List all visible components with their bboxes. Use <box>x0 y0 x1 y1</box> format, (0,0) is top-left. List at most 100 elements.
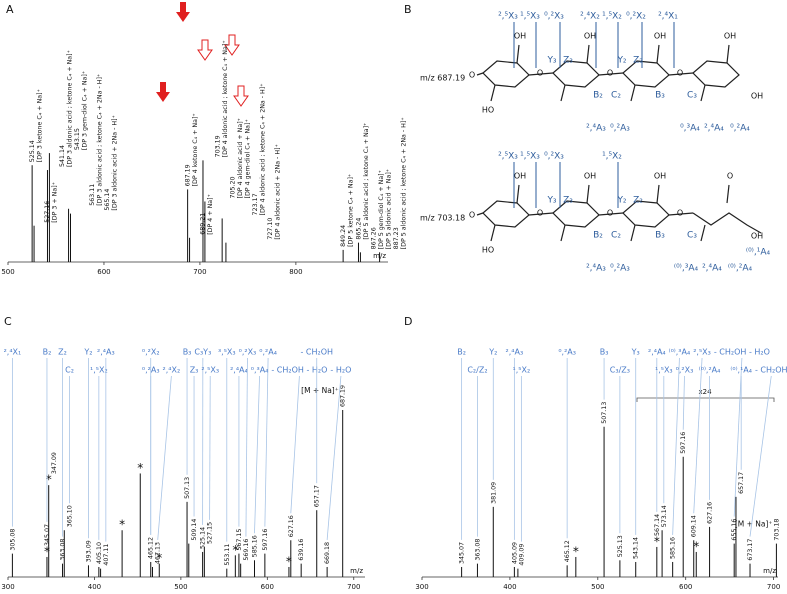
panel-label: B <box>404 3 412 16</box>
ion-label: [DP 4 aldonic acid + Na]⁺ <box>237 118 244 198</box>
fragment-label: Y₃ <box>546 196 556 206</box>
fragment-label: ⁰,³A₄ <box>680 124 700 134</box>
peak-label: 673.17 <box>747 539 754 561</box>
arrow-hollow <box>197 39 213 61</box>
x-tick-label: 300 <box>415 583 428 591</box>
bond <box>490 224 496 242</box>
ion-label: [DP 3 + Na]⁺ <box>52 182 59 223</box>
fragment-label: ²,⁴A₃ <box>586 264 606 274</box>
fragment-label: C₂ <box>65 366 74 375</box>
fragment-label: B₂ <box>43 348 52 357</box>
fragment-label: ²,⁴X₂ <box>163 366 181 375</box>
bond <box>598 72 624 76</box>
fragment-connector <box>326 375 342 540</box>
ion-label: [M + Na]⁺ <box>301 386 339 395</box>
fragment-label: ²,⁵X₃ <box>498 12 518 22</box>
structure-label: m/z 687.19 <box>420 74 465 83</box>
peak-label: 527.15 <box>207 522 214 544</box>
fragment-label: ²,⁴A₄ <box>648 348 666 357</box>
peak-label: 405.09 <box>511 542 518 564</box>
fragment-label: ²,⁴X₂ <box>580 12 600 22</box>
fragment-label: B₃ <box>655 91 665 101</box>
fragment-label: ²,⁵X₃ <box>498 152 518 162</box>
ion-label: [DP 3 aldonic acid ; ketone C₄ + Na]⁺ <box>67 50 74 167</box>
fragment-label: ⁽⁰⁾,¹A₄ <box>730 366 752 375</box>
fragment-label: Y₃ <box>631 348 640 357</box>
fragment-label: ²,⁴X₁ <box>4 348 22 357</box>
peak-label: 405.10 <box>96 542 103 564</box>
fragment-label: ⁰,²A₃ <box>142 366 160 375</box>
peak-label: 407.11 <box>103 544 110 566</box>
x-tick-label: 400 <box>503 583 516 591</box>
atom: OH <box>751 92 763 101</box>
atom: OH <box>514 172 526 181</box>
ion-label: [DP 5 aldonic acid + Na]⁺ <box>385 169 392 249</box>
panel-label: A <box>6 3 14 16</box>
fragment-label: Z₂ <box>633 196 643 206</box>
ion-label: [DP 4 aldonic acid + 2Na - H]⁺ <box>275 144 282 240</box>
atom: O <box>727 172 733 181</box>
peak-label: 655.16 <box>731 519 738 541</box>
peak-label: 507.13 <box>184 477 191 499</box>
peak-label: 525.14 <box>29 140 36 162</box>
bond <box>726 184 730 204</box>
fragment-label: C₂ <box>611 91 621 101</box>
atom: OH <box>514 32 526 41</box>
fragment-connector <box>733 357 743 517</box>
fragment-label: B₃ <box>655 231 665 241</box>
sugar-ring <box>482 200 530 228</box>
peak-label: 409.09 <box>518 544 525 566</box>
peak-label: 639.16 <box>298 539 305 561</box>
fragment-label: ²,⁵X₃ <box>201 366 219 375</box>
bond <box>700 84 706 102</box>
fragment-label: C₃Y₃ <box>194 348 211 357</box>
fragment-label: B₂ <box>593 231 603 241</box>
fragment-connector <box>245 357 248 537</box>
peak-label: 467.13 <box>155 542 162 564</box>
fragment-label: ⁰,²X₂ <box>626 12 646 22</box>
peak-label: 705.20 <box>230 176 237 198</box>
atom: HO <box>482 106 494 115</box>
peak-label: 563.11 <box>89 184 96 206</box>
fragment-label: - CH₂OH <box>300 348 333 357</box>
ion-label: [DP 5 aldonic acid ; ketone C₄ + 2Na - H… <box>400 117 407 249</box>
bond <box>630 224 636 242</box>
x-axis-label: m/z <box>350 567 363 575</box>
fragment-connector <box>209 375 211 520</box>
peak-label: 597.16 <box>262 529 269 551</box>
fragment-label: - CH₂OH <box>755 366 787 375</box>
fragment-label: C₂ <box>611 231 621 241</box>
fragment-label: ⁽⁰⁾,²A₄ <box>699 366 721 375</box>
peak-label: 393.09 <box>85 540 92 562</box>
sugar-ring <box>692 60 740 88</box>
open-chain <box>692 212 762 234</box>
peak-label: 573.14 <box>661 505 668 527</box>
bond <box>668 72 694 76</box>
fragment-label: B₃ <box>183 348 192 357</box>
atom: O <box>537 69 543 78</box>
bond <box>516 184 520 204</box>
star-marker: * <box>137 461 143 475</box>
peak-label: 849.24 <box>340 225 347 247</box>
peak-label: 363.08 <box>60 539 67 561</box>
x-axis-label: m/z <box>763 567 776 575</box>
peak-label: 365.10 <box>67 505 74 527</box>
fragment-label: ⁰,²A₃ <box>610 124 630 134</box>
atom: O <box>537 209 543 218</box>
bond <box>656 184 660 204</box>
star-marker: * <box>156 551 162 565</box>
fragment-connector <box>672 357 680 535</box>
x-tick-label: 800 <box>289 268 302 276</box>
fragment-connector <box>682 375 685 430</box>
x-tick-label: 300 <box>1 583 14 591</box>
fragment-label: - CH₂OH - H₂O <box>714 348 770 357</box>
fragment-label: ¹,⁵X₂ <box>513 366 531 375</box>
atom: O <box>469 71 475 80</box>
zoom-label: x24 <box>698 388 712 396</box>
bond <box>586 44 590 64</box>
ion-label: [DP 3 ketone C₄ + Na]⁺ <box>37 89 44 162</box>
fragment-label: ²,⁵X₃ <box>693 348 711 357</box>
star-marker: * <box>693 539 699 553</box>
arrow-hollow <box>233 85 249 107</box>
bond <box>528 72 554 76</box>
